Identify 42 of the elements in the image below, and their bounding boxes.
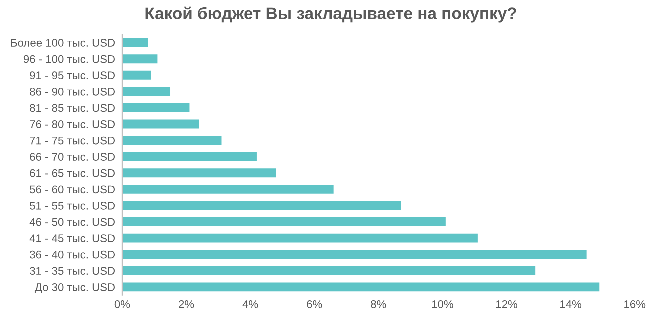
bar: [122, 136, 222, 146]
bar: [122, 152, 257, 162]
chart-title: Какой бюджет Вы закладываете на покупку?: [146, 6, 516, 23]
y-tick-label: 81 - 85 тыс. USD: [30, 104, 115, 112]
x-tick-label: 6%: [307, 300, 322, 308]
x-tick-label: 12%: [496, 300, 518, 308]
y-tick-label: 61 - 65 тыс. USD: [30, 169, 115, 178]
y-tick-label: 66 - 70 тыс. USD: [30, 153, 115, 161]
y-tick-label: 56 - 60 тыс. USD: [30, 186, 115, 194]
bar: [122, 120, 200, 129]
x-tick-label: 14%: [560, 300, 582, 308]
y-tick-label: 76 - 80 тыс. USD: [30, 120, 115, 128]
bar: [122, 266, 536, 276]
bar: [122, 184, 334, 194]
bar: [122, 103, 190, 112]
y-tick-label: 91 - 95 тыс. USD: [30, 72, 115, 80]
bar: [122, 70, 152, 80]
y-tick-label: 41 - 45 тыс. USD: [30, 234, 115, 242]
bar: [122, 54, 158, 64]
y-tick-label: 51 - 55 тыс. USD: [30, 202, 115, 210]
x-tick-label: 2%: [179, 300, 194, 308]
bar: [122, 218, 446, 227]
y-tick-label: 36 - 40 тыс. USD: [30, 250, 115, 259]
bar: [122, 282, 600, 292]
y-tick-label: 31 - 35 тыс. USD: [30, 267, 115, 276]
bar: [122, 250, 587, 260]
y-tick-label: 86 - 90 тыс. USD: [30, 88, 115, 96]
y-tick-label: 71 - 75 тыс. USD: [30, 136, 115, 145]
x-tick-label: 8%: [371, 300, 386, 308]
bar: [122, 87, 171, 96]
x-tick-label: 10%: [432, 300, 454, 308]
y-tick-label: До 30 тыс. USD: [34, 283, 115, 294]
x-tick-label: 16%: [624, 300, 646, 308]
bar: [122, 201, 402, 210]
bar: [122, 168, 276, 178]
x-tick-label: 0%: [114, 300, 130, 308]
y-tick-label: Более 100 тыс. USD: [11, 39, 115, 47]
y-tick-label: 46 - 50 тыс. USD: [30, 218, 115, 226]
bar: [122, 38, 148, 48]
x-tick-label: 4%: [242, 300, 258, 308]
bar: [122, 234, 478, 243]
y-tick-label: 96 - 100 тыс. USD: [24, 55, 115, 64]
